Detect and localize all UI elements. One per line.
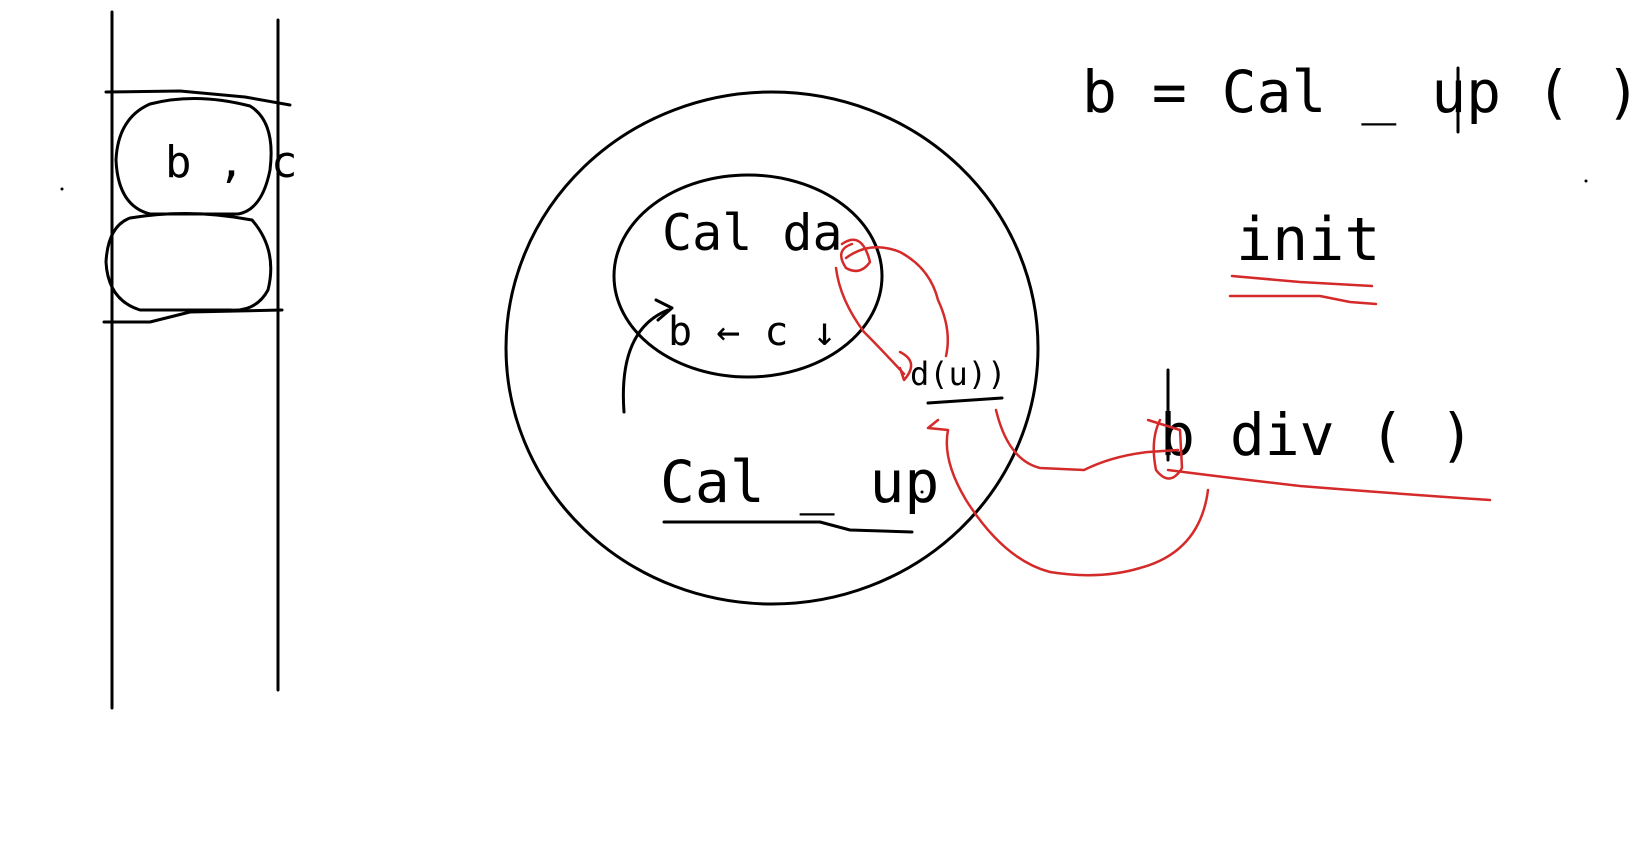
- call-label-underline: [926, 396, 1004, 405]
- dot-mark: [60, 187, 64, 191]
- code-line-div: b div ( ): [1160, 401, 1474, 469]
- scope-diagram: Cal da b ← c ↓ Cal _ up d(u)): [504, 90, 1040, 606]
- red-annotations: [834, 238, 1492, 577]
- inner-scope-circle: [612, 173, 884, 379]
- dot-mark: [1584, 179, 1588, 183]
- stack-frame-top: [114, 96, 273, 216]
- call-stack: b , c: [102, 10, 297, 710]
- inner-code-line1: Cal da: [662, 204, 843, 262]
- scribble-inner: [839, 238, 949, 358]
- outer-scope-underline: [662, 520, 914, 534]
- code-line-init: init: [1236, 205, 1381, 275]
- link-call-to-div: [994, 408, 1180, 472]
- pointer-arrow: [621, 298, 674, 414]
- dot-mark: [920, 490, 924, 494]
- stack-top-divider: [104, 89, 292, 107]
- init-underline: [1228, 274, 1378, 306]
- stack-frame-bottom: [104, 211, 273, 312]
- outer-scope-circle: [504, 90, 1040, 606]
- code-annotations: b = Cal _ up ( ) init b div ( ): [1082, 58, 1633, 469]
- div-scribble: [1146, 418, 1492, 502]
- outer-scope-label: Cal _ up: [660, 448, 939, 516]
- link-call-to-outer: [926, 418, 1210, 577]
- stack-frame-top-text: b , c: [165, 137, 297, 188]
- stray-marks: [60, 179, 1588, 494]
- code-line-assign: b = Cal _ up ( ): [1082, 58, 1633, 126]
- inner-code-line2: b ← c ↓: [668, 309, 837, 355]
- call-label: d(u)): [910, 355, 1006, 393]
- link-inner-to-call: [834, 266, 913, 382]
- stack-bottom-divider: [102, 308, 284, 324]
